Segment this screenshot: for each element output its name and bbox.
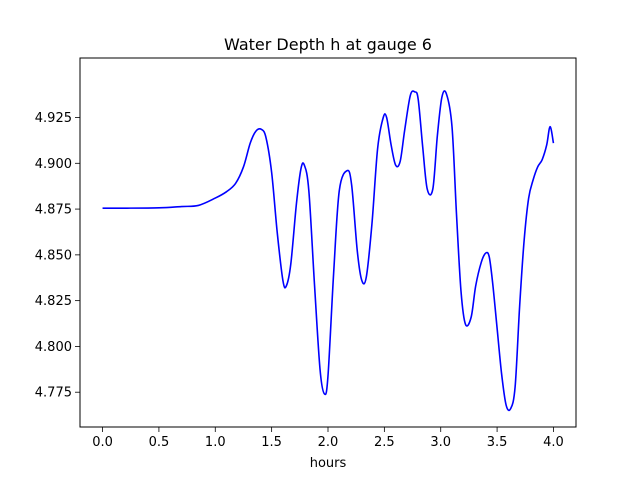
y-tick-label: 4.775 <box>35 386 72 401</box>
x-axis: 0.0 0.5 1.0 1.5 2.0 2.5 3.0 3.5 4.0 <box>92 427 564 450</box>
y-tick-label: 4.925 <box>35 111 72 126</box>
x-tick-label: 3.5 <box>487 435 508 450</box>
y-tick-label: 4.850 <box>35 248 72 263</box>
x-tick-label: 1.0 <box>205 435 226 450</box>
plot-area <box>102 90 555 412</box>
x-tick-label: 1.5 <box>261 435 282 450</box>
series-line-0 <box>102 90 555 412</box>
x-tick-label: 2.0 <box>318 435 339 450</box>
y-tick-label: 4.875 <box>35 203 72 218</box>
chart-title: Water Depth h at gauge 6 <box>224 35 432 54</box>
x-tick-label: 2.5 <box>374 435 395 450</box>
x-tick-label: 0.5 <box>149 435 170 450</box>
y-tick-label: 4.800 <box>35 340 72 355</box>
x-tick-label: 4.0 <box>543 435 564 450</box>
y-axis: 4.775 4.800 4.825 4.850 4.875 4.900 4.925 <box>35 111 80 401</box>
x-axis-label: hours <box>310 456 347 471</box>
x-tick-label: 0.0 <box>92 435 113 450</box>
x-tick-label: 3.0 <box>430 435 451 450</box>
y-tick-label: 4.900 <box>35 157 72 172</box>
y-tick-label: 4.825 <box>35 294 72 309</box>
